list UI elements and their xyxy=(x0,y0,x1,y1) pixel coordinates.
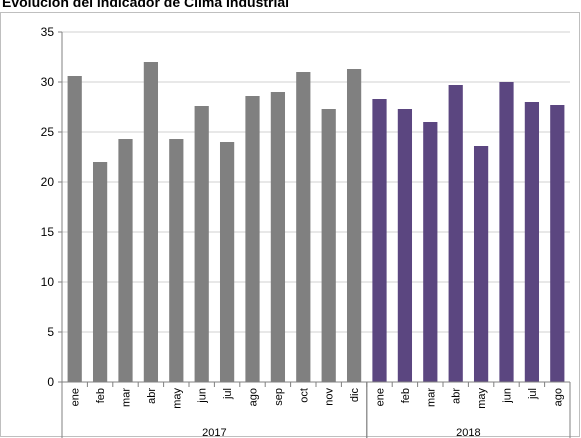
x-tick-labels: ene feb mar abr may jun jul ago sep oct nov dic ene f… xyxy=(70,388,565,409)
x-tick-label: jun xyxy=(502,388,514,404)
bar xyxy=(270,92,286,382)
y-tick-label: 10 xyxy=(41,275,55,289)
bar xyxy=(296,72,311,382)
x-tick-label: jul xyxy=(527,388,539,400)
y-tick-label: 35 xyxy=(41,25,55,39)
y-tick-label: 5 xyxy=(47,325,54,339)
x-tick-label: abr xyxy=(146,388,158,404)
bars xyxy=(67,62,565,382)
x-tick-label: dic xyxy=(349,388,361,403)
bar xyxy=(194,106,209,382)
bar xyxy=(372,99,387,382)
x-tick-label: jul xyxy=(222,388,234,400)
gridlines xyxy=(62,31,570,333)
axes xyxy=(58,31,571,438)
bar xyxy=(423,122,438,382)
y-tick-label: 20 xyxy=(41,175,55,189)
x-tick-label: mar xyxy=(121,388,133,407)
bar xyxy=(219,142,235,382)
year-label: 2017 xyxy=(202,427,226,438)
x-tick-label: may xyxy=(476,388,488,409)
bar xyxy=(118,139,133,382)
x-tick-label: mar xyxy=(425,388,437,407)
x-tick-label: nov xyxy=(324,388,336,406)
year-group-labels: 2017 2018 xyxy=(202,427,480,438)
bar xyxy=(92,162,108,382)
x-tick-label: jun xyxy=(197,388,209,404)
y-tick-label: 30 xyxy=(41,75,55,89)
x-tick-label: sep xyxy=(273,388,285,406)
bar xyxy=(169,139,184,382)
bar xyxy=(397,109,413,382)
chart-title: Evolución del indicador de Clima Industr… xyxy=(2,0,290,10)
year-label: 2018 xyxy=(456,427,480,438)
x-tick-label: ene xyxy=(375,388,387,406)
x-tick-label: feb xyxy=(95,388,107,403)
bar xyxy=(524,102,540,382)
x-tick-label: feb xyxy=(400,388,412,403)
x-tick-label: ago xyxy=(248,388,260,406)
bar xyxy=(550,105,565,382)
bar xyxy=(499,82,514,382)
y-tick-label: 25 xyxy=(41,125,55,139)
y-tick-labels: 0 5 10 15 20 25 30 35 xyxy=(41,25,55,389)
bar xyxy=(346,69,362,382)
x-tick-label: oct xyxy=(298,388,310,403)
x-tick-label: ago xyxy=(552,388,564,406)
chart-frame xyxy=(0,12,580,437)
bar xyxy=(448,85,463,382)
bar xyxy=(321,109,336,382)
x-tick-label: may xyxy=(171,388,183,409)
y-tick-label: 0 xyxy=(47,375,54,389)
bar xyxy=(245,96,260,382)
x-tick-label: ene xyxy=(70,388,82,406)
bar xyxy=(473,146,489,382)
y-tick-label: 15 xyxy=(41,225,55,239)
bar xyxy=(67,76,82,382)
bar xyxy=(143,62,159,382)
x-tick-label: abr xyxy=(451,388,463,404)
